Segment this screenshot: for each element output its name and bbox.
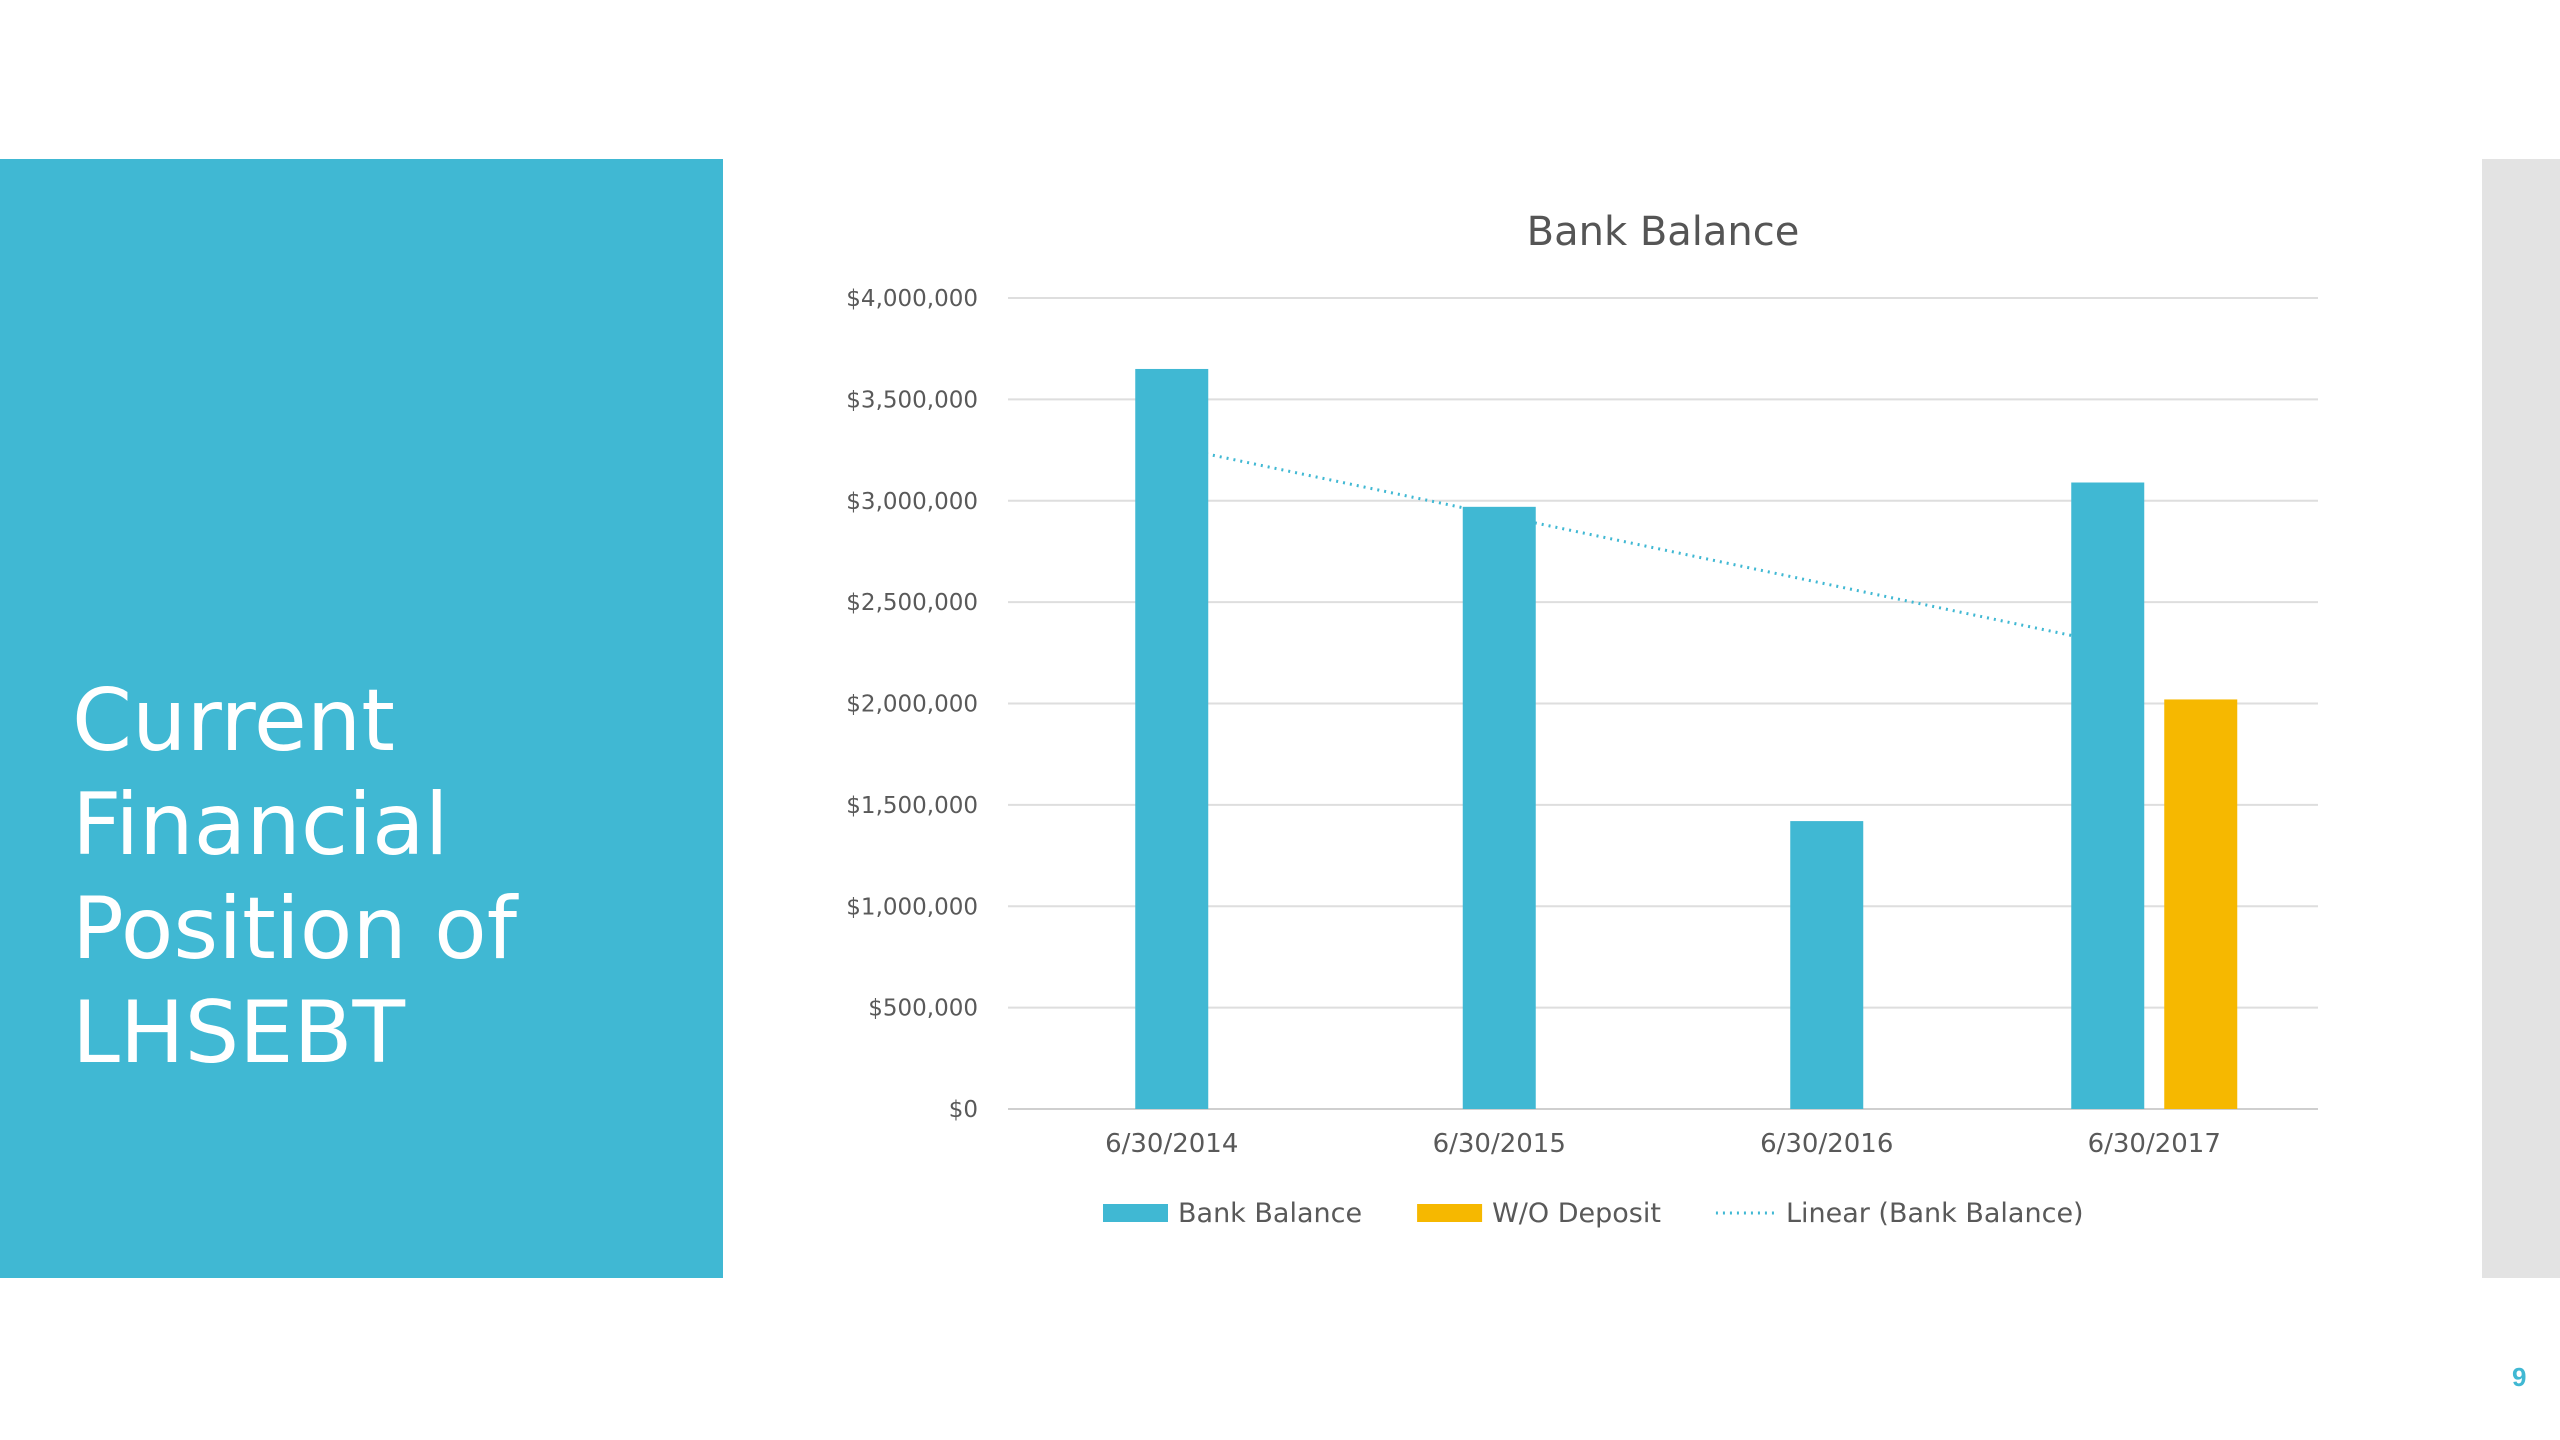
y-tick-label: $0 xyxy=(949,1097,978,1123)
y-tick-label: $1,000,000 xyxy=(846,894,978,920)
legend-label: Bank Balance xyxy=(1178,1198,1362,1229)
decorative-strip xyxy=(2482,159,2560,1278)
x-tick-label: 6/30/2016 xyxy=(1760,1129,1893,1159)
legend-swatch xyxy=(1103,1204,1168,1222)
y-tick-label: $500,000 xyxy=(868,996,978,1022)
legend-swatch xyxy=(1417,1204,1483,1222)
title-panel: Current Financial Position of LHSEBT xyxy=(0,159,723,1278)
y-tick-label: $2,000,000 xyxy=(846,692,978,718)
y-tick-label: $4,000,000 xyxy=(846,286,978,312)
bar-bank-balance xyxy=(2071,482,2145,1109)
x-tick-label: 6/30/2014 xyxy=(1105,1129,1238,1159)
bar-bank-balance xyxy=(1135,368,1209,1109)
legend-label: W/O Deposit xyxy=(1492,1198,1661,1229)
legend-label: Linear (Bank Balance) xyxy=(1786,1198,2084,1229)
page-number: 9 xyxy=(2512,1362,2527,1392)
y-tick-label: $3,000,000 xyxy=(846,489,978,515)
x-tick-label: 6/30/2017 xyxy=(2088,1129,2221,1159)
slide-title: Current Financial Position of LHSEBT xyxy=(72,671,518,1083)
y-tick-label: $3,500,000 xyxy=(846,387,978,413)
bank-balance-chart: Bank Balance $0 $500,000 $1,000,000 $1,500,0… xyxy=(846,209,2318,1229)
y-tick-label: $2,500,000 xyxy=(846,590,978,616)
bar-w-o-deposit xyxy=(2164,699,2238,1109)
chart-title: Bank Balance xyxy=(1527,209,1800,255)
x-tick-label: 6/30/2015 xyxy=(1433,1129,1566,1159)
y-tick-label: $1,500,000 xyxy=(846,793,978,819)
bar-bank-balance xyxy=(1790,821,1864,1109)
trendline xyxy=(1171,445,2109,645)
bar-bank-balance xyxy=(1462,506,1536,1109)
